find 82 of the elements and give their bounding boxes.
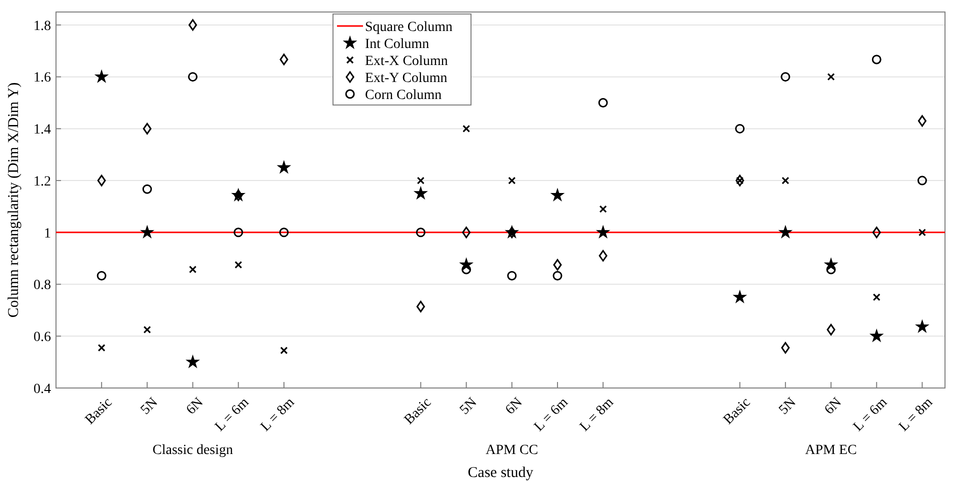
point	[416, 228, 426, 238]
x-tick-label: L = 6m	[850, 395, 890, 435]
point	[98, 344, 106, 352]
point	[414, 187, 427, 199]
point	[598, 250, 608, 262]
point	[599, 205, 607, 213]
point	[416, 300, 425, 312]
y-tick-label: 1.6	[34, 70, 51, 86]
point	[870, 330, 883, 342]
y-tick-label: 1.8	[34, 18, 51, 34]
y-tick-label: 1	[44, 226, 51, 242]
point	[551, 188, 564, 201]
point	[872, 54, 882, 64]
point	[917, 176, 927, 186]
point	[508, 176, 516, 184]
point	[462, 226, 471, 238]
point	[781, 342, 790, 354]
point	[141, 226, 154, 238]
x-tick-label: L = 8m	[896, 395, 936, 435]
text: APM EC	[805, 443, 857, 458]
point	[97, 174, 106, 186]
point	[280, 54, 288, 66]
x-tick-label: 5N	[138, 395, 161, 418]
y-tick-label: 0.6	[34, 330, 51, 346]
x-tick-label: L = 6m	[212, 395, 252, 435]
point	[826, 264, 836, 274]
point	[142, 122, 152, 134]
point	[234, 228, 244, 238]
point	[186, 356, 199, 368]
legend-label: Ext-X Column	[365, 54, 448, 69]
point	[95, 70, 108, 82]
legend-label: Int Column	[365, 36, 430, 52]
point	[779, 226, 792, 238]
y-axis-title: Column rectangularity (Dim X/Dim Y)	[6, 82, 22, 318]
point	[507, 270, 517, 280]
point	[188, 19, 198, 31]
point	[736, 174, 744, 186]
point	[827, 73, 835, 81]
point	[596, 226, 610, 238]
y-tick-label: 0.8	[34, 278, 51, 294]
point	[553, 259, 562, 271]
text: APM CC	[486, 443, 538, 458]
x-tick-label: L = 8m	[577, 395, 617, 435]
legend-label: Square Column	[365, 20, 452, 35]
x-tick-label: 6N	[822, 395, 845, 418]
point	[916, 320, 928, 332]
y-tick-label: 0.4	[34, 382, 51, 397]
point	[734, 290, 746, 303]
point	[96, 270, 106, 280]
point	[735, 124, 745, 134]
legend-label: Corn Column	[365, 88, 442, 103]
x-tick-label: 5N	[776, 395, 800, 418]
point	[279, 228, 289, 238]
point	[462, 124, 470, 132]
point	[918, 115, 926, 127]
point	[188, 266, 197, 274]
x-axis-title: Case study	[468, 465, 534, 481]
legend-label: Ext-Y Column	[365, 70, 448, 86]
x-tick-label: 6N	[502, 395, 526, 418]
point	[142, 184, 152, 194]
point	[872, 226, 881, 238]
point	[552, 270, 562, 280]
y-tick-label: 1.4	[34, 122, 51, 138]
point	[416, 176, 425, 184]
point	[598, 98, 608, 108]
point	[826, 324, 836, 336]
point	[780, 72, 790, 82]
point	[782, 176, 790, 184]
point	[462, 264, 472, 274]
x-tick-label: L = 6m	[532, 395, 572, 435]
point	[278, 161, 290, 173]
point	[234, 261, 242, 269]
x-tick-label: 5N	[457, 395, 480, 418]
x-tick-label: 6N	[184, 395, 207, 418]
point	[872, 293, 880, 302]
point	[188, 72, 198, 82]
y-tick-label: 1.2	[34, 174, 51, 190]
x-tick-label: L = 8m	[258, 395, 298, 435]
text: Classic design	[152, 443, 234, 458]
point	[280, 346, 288, 354]
point	[143, 326, 151, 334]
point	[918, 228, 926, 236]
